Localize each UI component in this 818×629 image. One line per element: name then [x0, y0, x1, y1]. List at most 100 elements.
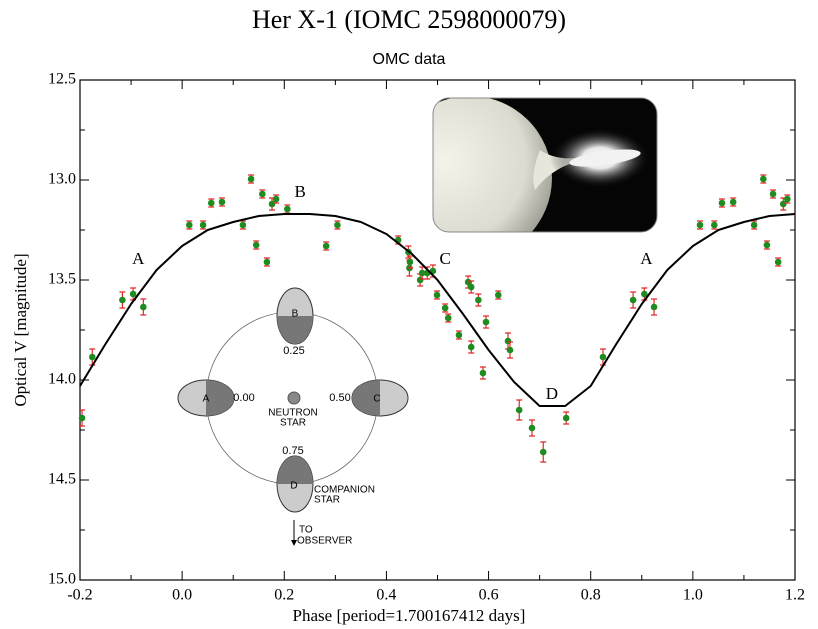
phase-label: 0.50 [329, 392, 350, 404]
y-tick-label: 12.5 [48, 71, 76, 88]
phase-label: 0.75 [282, 445, 303, 457]
position-label: A [203, 394, 210, 405]
data-point [784, 195, 791, 203]
companion-label: COMPANION [314, 485, 375, 496]
data-point [218, 198, 226, 206]
photo-frame [432, 97, 658, 233]
data-point [467, 343, 475, 351]
x-tick-label: 1.2 [785, 587, 805, 604]
star-a-shade [206, 380, 234, 416]
data-point [539, 448, 547, 456]
data-point [272, 195, 280, 203]
orbit-diagram: A B C D 0.00 0.25 0.50 0.75 NEUTRON STAR… [177, 287, 409, 547]
data-point [750, 221, 758, 229]
x-tick-label: 0.6 [479, 587, 499, 604]
data-point [562, 414, 570, 422]
photo-inset [433, 98, 657, 232]
companion-label: STAR [314, 495, 340, 506]
data-point [467, 283, 475, 291]
x-tick-label: 0.8 [581, 587, 601, 604]
neutron-star [287, 391, 301, 405]
phase-label: 0.25 [283, 345, 304, 357]
data-point [769, 190, 777, 198]
y-axis-label: Optical V [magnitude] [11, 253, 30, 406]
data-point [760, 175, 767, 183]
data-point [418, 269, 426, 277]
data-point [464, 278, 472, 286]
data-point [650, 303, 658, 311]
data-point [711, 221, 718, 229]
x-tick-label: 1.0 [683, 587, 703, 604]
data-point [119, 296, 126, 304]
x-tick-label: 0.4 [376, 587, 396, 604]
data-point [259, 190, 266, 198]
annotation: A [132, 249, 145, 268]
data-point [247, 175, 255, 183]
neutron-star-label: NEUTRON [268, 408, 317, 419]
observer-label: OBSERVER [297, 536, 352, 547]
star-b-shade [277, 316, 313, 344]
data-point [696, 221, 704, 229]
observer-arrowhead [291, 540, 297, 546]
data-point [641, 290, 648, 298]
data-point [433, 291, 441, 299]
data-point [129, 290, 137, 298]
x-axis-label: Phase [period=1.700167412 days] [293, 606, 526, 625]
data-point [322, 242, 330, 250]
data-point [515, 406, 523, 414]
data-point [482, 318, 490, 326]
phase-label: 0.00 [233, 392, 254, 404]
data-point [444, 314, 452, 322]
y-tick-label: 14.5 [48, 471, 76, 488]
data-point [455, 331, 463, 339]
y-tick-label: 13.0 [48, 171, 76, 188]
observer-label: TO [299, 525, 313, 536]
data-point [528, 424, 536, 432]
data-point [334, 221, 341, 229]
chart-title: Her X-1 (IOMC 2598000079) [252, 5, 566, 34]
data-point [268, 200, 276, 208]
data-point [763, 241, 771, 249]
data-point [140, 303, 147, 311]
x-tick-label: 0.0 [172, 587, 192, 604]
position-label: D [290, 481, 297, 492]
neutron-star-label: STAR [280, 418, 306, 429]
y-tick-label: 15.0 [48, 571, 76, 588]
data-point [779, 200, 787, 208]
data-point [199, 221, 207, 229]
star-c-shade [352, 380, 380, 416]
data-point [284, 205, 291, 213]
data-point [475, 296, 482, 304]
annotation: B [294, 182, 305, 201]
data-point [207, 199, 215, 207]
data-point [506, 346, 514, 354]
annotation: A [640, 249, 653, 268]
position-label: B [292, 309, 299, 320]
data-point [479, 369, 487, 377]
star-d-shade [277, 456, 313, 484]
data-point [78, 414, 86, 422]
y-tick-label: 14.0 [48, 371, 76, 388]
data-point [252, 241, 260, 249]
data-point [406, 258, 414, 266]
data-point [263, 258, 271, 266]
data-point [185, 221, 193, 229]
data-point [718, 199, 726, 207]
data-point [239, 221, 247, 229]
chart-subtitle: OMC data [373, 51, 446, 68]
model-curve [79, 213, 796, 407]
annotation: C [439, 249, 450, 268]
data-point [441, 304, 449, 312]
data-point [774, 258, 782, 266]
data-point [729, 198, 737, 206]
position-label: C [373, 394, 380, 405]
x-tick-label: 0.2 [274, 587, 294, 604]
data-point [599, 353, 607, 361]
y-tick-label: 13.5 [48, 271, 76, 288]
annotation: D [546, 384, 558, 403]
x-tick-label: -0.2 [67, 587, 92, 604]
data-point [629, 296, 637, 304]
data-point [88, 353, 96, 361]
data-point [494, 291, 502, 299]
